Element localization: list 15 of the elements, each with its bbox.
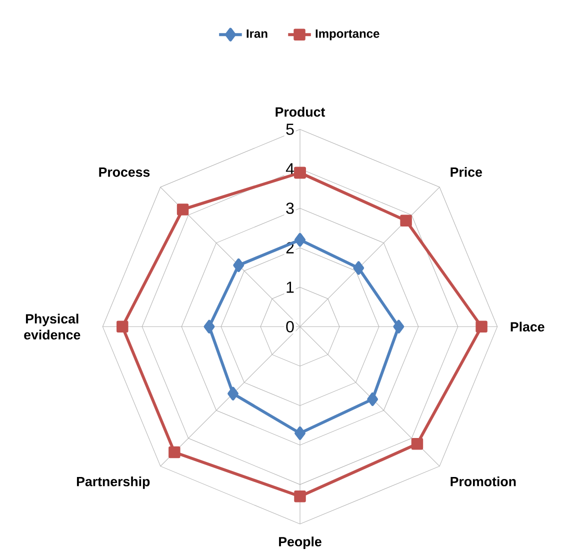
y-tick-label: 3: [286, 202, 294, 214]
spoke-label: Physical evidence: [24, 314, 80, 340]
legend-label: Iran: [246, 29, 268, 38]
y-tick-label: 0: [286, 320, 294, 332]
spoke-label: Product: [276, 106, 326, 117]
spoke-label: Process: [99, 167, 150, 177]
y-tick-label: 5: [286, 124, 294, 135]
spoke-label: Promotion: [450, 476, 516, 486]
y-tick-label: 1: [286, 282, 294, 293]
spoke-label: Partnership: [76, 476, 150, 489]
y-tick-label: 4: [286, 163, 294, 174]
spoke-label: Price: [450, 166, 482, 177]
legend-label: Importance: [316, 29, 380, 40]
spoke-label: People: [279, 536, 322, 549]
spoke-label: Place: [510, 322, 544, 332]
